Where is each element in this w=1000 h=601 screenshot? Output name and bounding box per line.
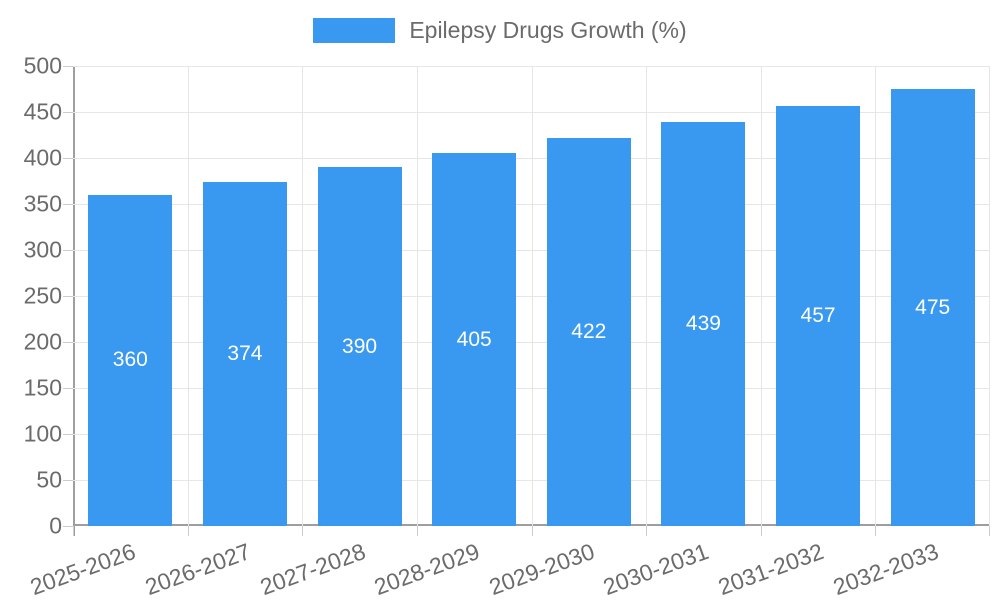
vertical-gridline xyxy=(531,66,533,526)
x-tick-label: 2029-2030 xyxy=(485,538,598,601)
vertical-gridline xyxy=(187,66,189,526)
y-axis-tick xyxy=(63,112,73,113)
x-tick-label: 2025-2026 xyxy=(26,538,140,601)
bar-value-label: 390 xyxy=(342,334,378,358)
x-tick-label: 2032-2033 xyxy=(829,538,942,601)
y-axis-tick xyxy=(63,342,73,343)
x-axis-tick xyxy=(875,526,877,536)
y-tick-label: 350 xyxy=(23,190,62,217)
x-tick-label: 2026-2027 xyxy=(141,538,254,601)
vertical-gridline xyxy=(875,66,877,526)
x-axis-tick xyxy=(646,526,648,536)
x-tick-label: 2030-2031 xyxy=(600,538,713,601)
y-tick-label: 200 xyxy=(23,328,62,355)
y-tick-label: 400 xyxy=(23,144,62,171)
x-axis-tick xyxy=(416,526,418,536)
bar-value-label: 422 xyxy=(571,319,607,343)
y-tick-label: 150 xyxy=(23,374,62,401)
y-axis-tick xyxy=(63,526,73,527)
x-axis-tick xyxy=(531,526,533,536)
y-tick-label: 250 xyxy=(23,282,62,309)
chart-legend[interactable]: Epilepsy Drugs Growth (%) xyxy=(0,17,1000,44)
bar-value-label: 405 xyxy=(456,327,492,351)
legend-label: Epilepsy Drugs Growth (%) xyxy=(409,17,687,43)
y-tick-label: 450 xyxy=(23,98,62,125)
y-axis-tick xyxy=(63,296,73,297)
y-tick-label: 100 xyxy=(23,420,62,447)
plot-area: 0 50 100 150 200 250 300 350 400 450 500 360 2025-20… xyxy=(24,53,990,600)
y-axis-tick xyxy=(63,158,73,159)
bar[interactable] xyxy=(317,167,402,526)
bar[interactable] xyxy=(88,194,173,526)
vertical-gridline xyxy=(416,66,418,526)
vertical-gridline xyxy=(302,66,304,526)
bar[interactable] xyxy=(776,105,861,526)
bar-value-label: 439 xyxy=(685,312,721,336)
bar[interactable] xyxy=(661,122,746,526)
bar[interactable] xyxy=(432,153,517,526)
y-axis-tick xyxy=(63,434,73,435)
y-tick-label: 50 xyxy=(36,466,62,493)
y-tick-label: 0 xyxy=(49,512,62,539)
vertical-gridline xyxy=(760,66,762,526)
bar-value-label: 457 xyxy=(800,303,836,327)
bar-value-label: 475 xyxy=(915,295,951,319)
x-tick-label: 2031-2032 xyxy=(714,538,827,601)
x-axis-tick xyxy=(989,526,990,536)
y-axis-tick xyxy=(63,204,73,205)
x-axis-tick xyxy=(302,526,304,536)
bar[interactable] xyxy=(890,89,975,526)
y-tick-label: 500 xyxy=(23,52,62,79)
bar[interactable] xyxy=(546,137,631,526)
y-axis-tick xyxy=(63,388,73,389)
bar-value-label: 374 xyxy=(227,341,263,365)
x-tick-label: 2028-2029 xyxy=(370,538,484,601)
x-axis-tick xyxy=(187,526,189,536)
vertical-gridline xyxy=(989,66,990,526)
bar-value-label: 360 xyxy=(112,348,148,372)
y-axis-tick xyxy=(63,480,73,481)
legend-swatch xyxy=(313,18,396,43)
vertical-gridline xyxy=(646,66,648,526)
x-axis-tick xyxy=(760,526,762,536)
y-axis-line xyxy=(73,66,75,536)
y-axis-tick xyxy=(63,66,73,67)
y-tick-label: 300 xyxy=(23,236,62,263)
bar[interactable] xyxy=(202,181,287,526)
y-axis-tick xyxy=(63,250,73,251)
x-axis-tick xyxy=(73,526,74,536)
x-tick-label: 2027-2028 xyxy=(256,538,369,601)
